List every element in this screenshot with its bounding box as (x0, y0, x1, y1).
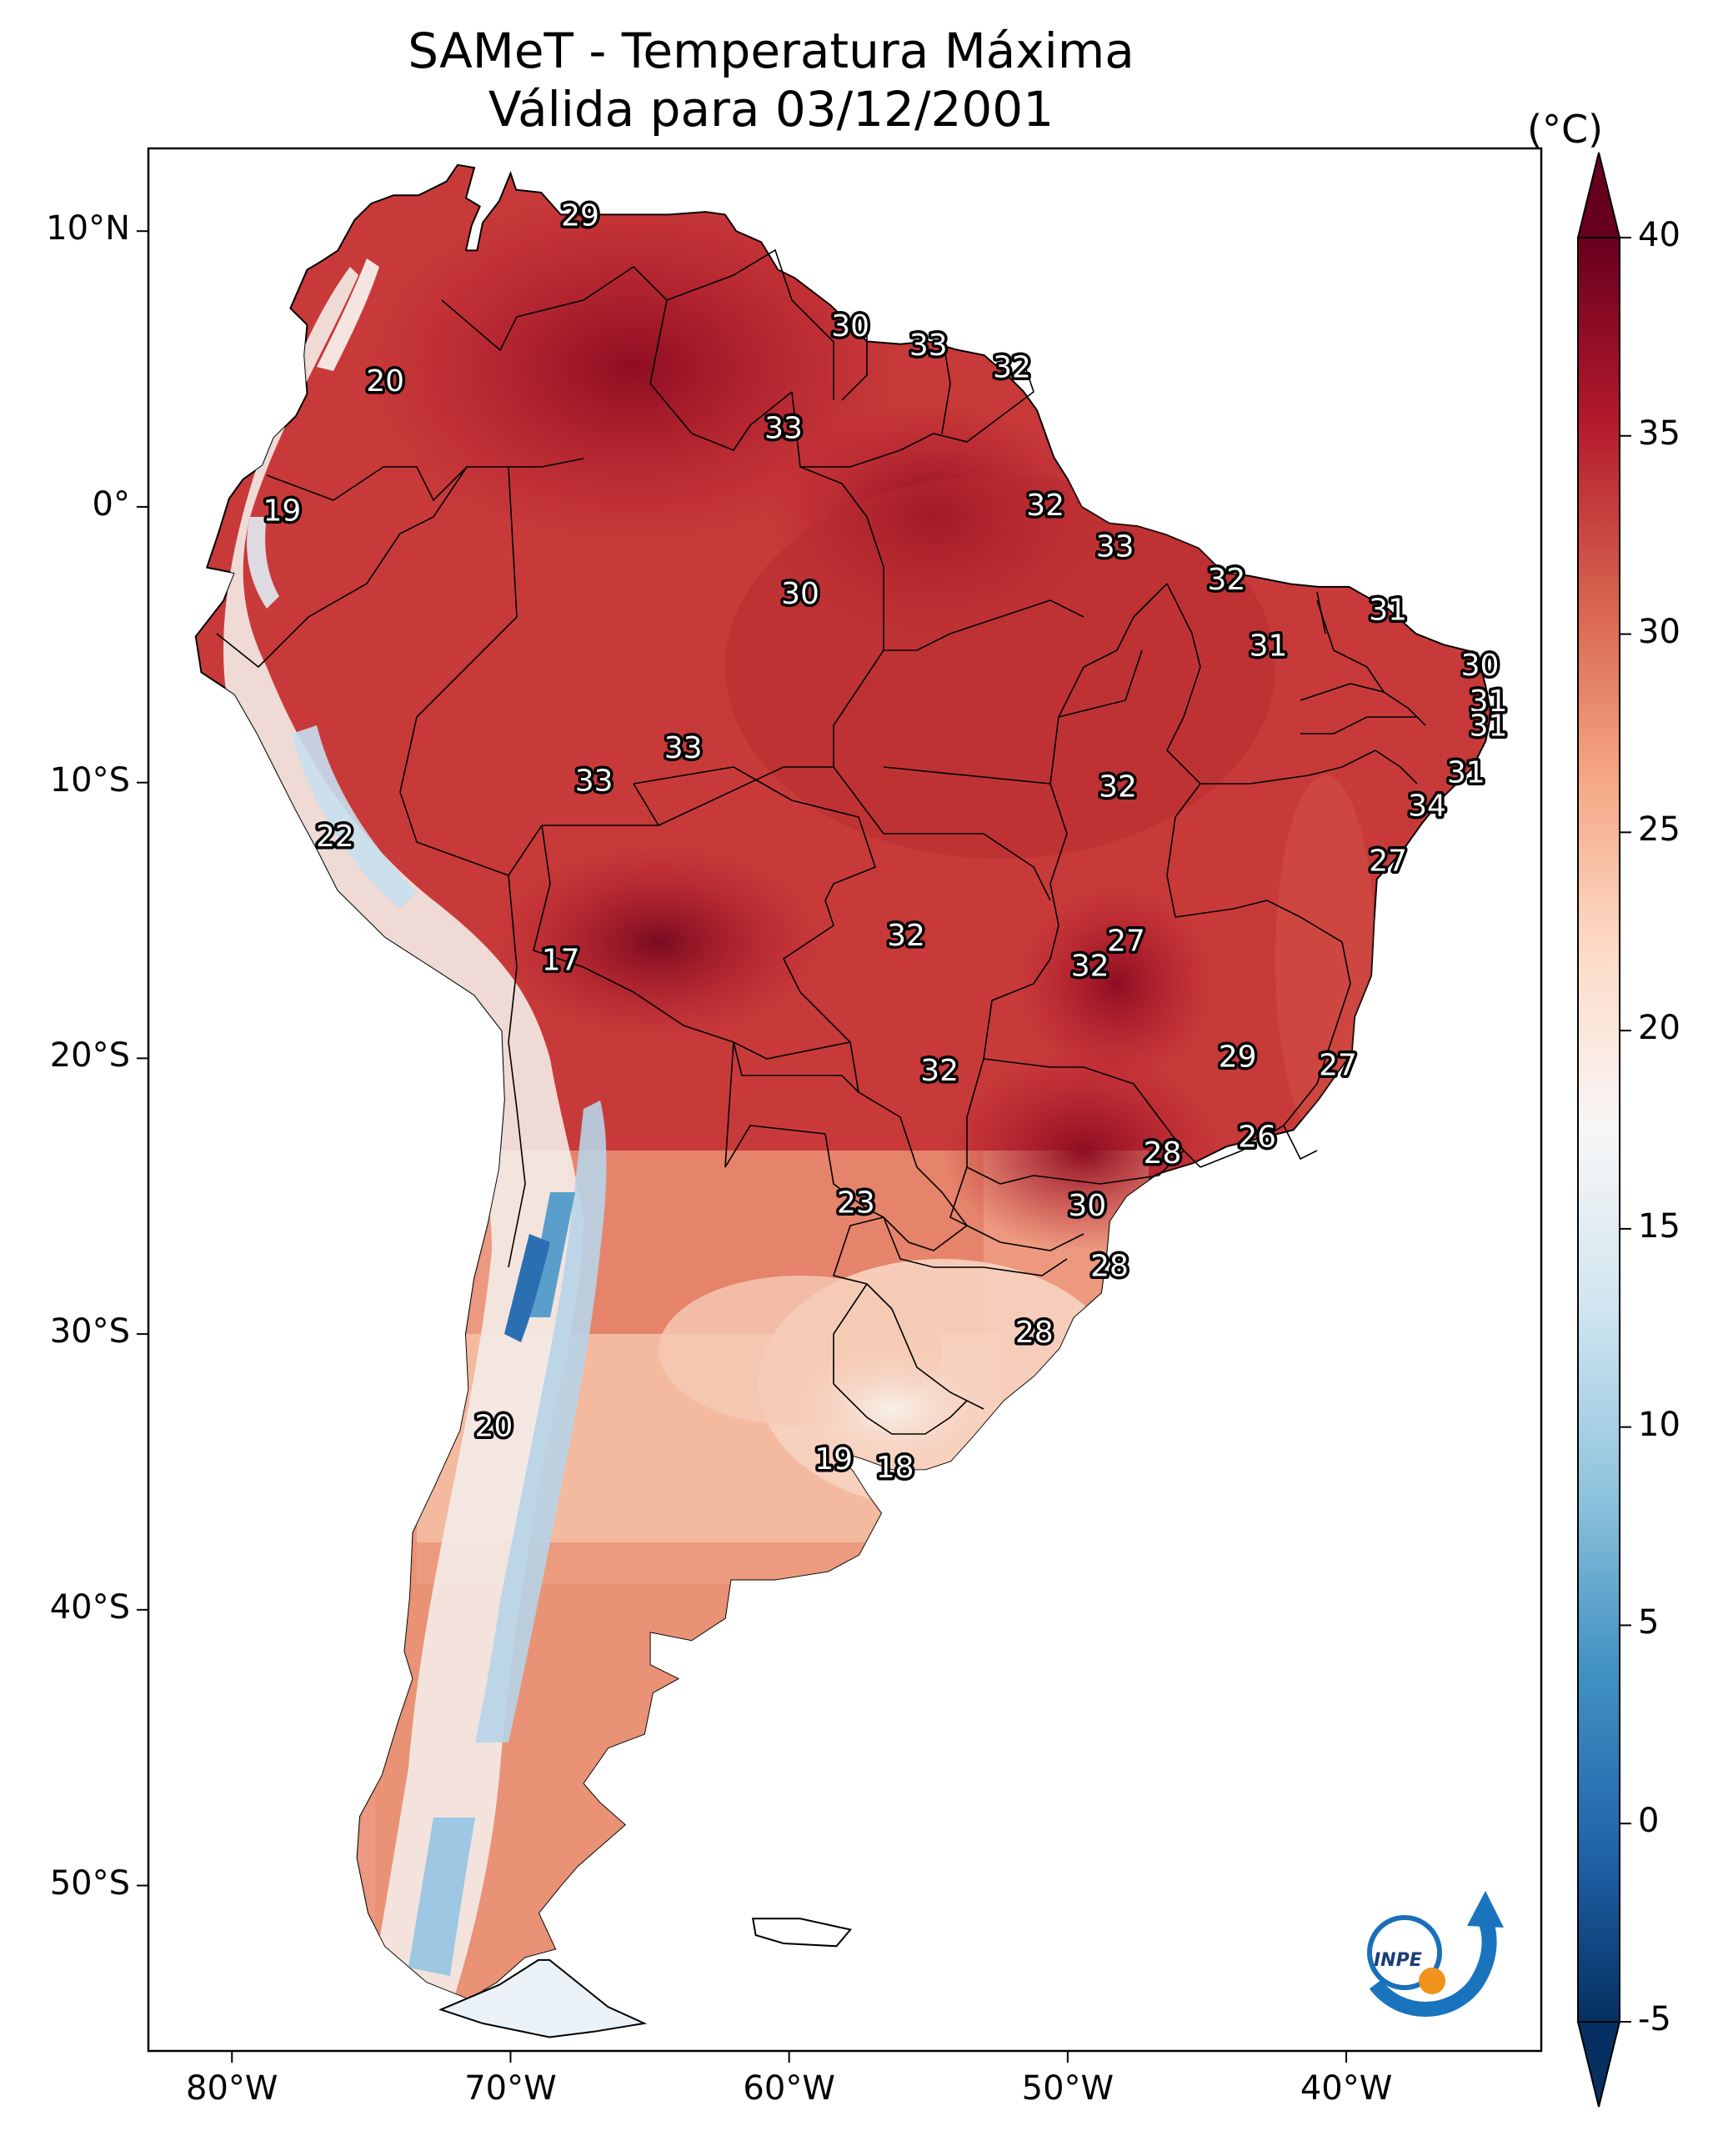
station-label: 30 (1461, 649, 1500, 683)
colorbar-unit: (°C) (1527, 107, 1604, 152)
station-label: 31 (1470, 709, 1508, 744)
falkland-islands (752, 1918, 853, 1948)
colorbar-tick-label: 25 (1638, 810, 1680, 850)
map-subtitle: Válida para 03/12/2001 (488, 81, 1054, 138)
station-label: 34 (1408, 789, 1446, 823)
station-label: 31 (1369, 594, 1407, 628)
lat-tick-label: 50°S (49, 1863, 130, 1903)
station-label: 20 (366, 364, 404, 399)
station-label: 30 (1068, 1189, 1106, 1223)
colorbar-tick-label: 15 (1638, 1206, 1680, 1246)
station-label: 30 (781, 577, 819, 611)
station-label: 33 (1096, 530, 1134, 564)
station-label: 20 (474, 1410, 513, 1444)
station-label: 33 (575, 765, 614, 799)
station-label: 27 (1319, 1048, 1357, 1082)
lat-tick-label: 30°S (49, 1312, 130, 1351)
country-state-borders (216, 248, 1426, 1435)
colorbar-tick-label: -5 (1638, 2000, 1671, 2038)
station-label: 31 (1250, 629, 1288, 664)
station-label: 29 (561, 199, 599, 233)
station-label: 28 (1015, 1316, 1054, 1350)
colorbar-tick-label: 20 (1638, 1009, 1680, 1048)
lat-tick-label: 0° (92, 484, 130, 524)
colorbar-tick-label: 5 (1638, 1603, 1660, 1642)
station-label: 22 (316, 820, 354, 854)
tierra-del-fuego (438, 1958, 648, 2038)
lon-tick-label: 60°W (743, 2069, 835, 2108)
station-label: 17 (542, 944, 580, 978)
station-label: 19 (814, 1442, 853, 1477)
colorbar-tick-label: 30 (1638, 612, 1680, 651)
station-label: 29 (1219, 1040, 1257, 1074)
station-label: 33 (664, 731, 703, 765)
station-label: 27 (1107, 925, 1145, 959)
colorbar-tick-label: 40 (1638, 216, 1680, 254)
station-label: 27 (1369, 845, 1407, 879)
lat-tick-label: 10°S (49, 760, 130, 800)
station-label: 32 (1071, 949, 1109, 983)
station-label: 32 (1026, 489, 1064, 523)
station-label: 32 (993, 351, 1031, 385)
colorbar-min-extend (1576, 2021, 1621, 2108)
station-label: 32 (887, 919, 925, 953)
lon-tick-label: 80°W (186, 2069, 278, 2108)
inpe-logo: INPE (1367, 1891, 1504, 2017)
station-label: 32 (920, 1054, 959, 1088)
station-label: 19 (263, 494, 301, 529)
lat-tick-label: 10°N (46, 209, 130, 248)
map-title: SAMeT - Temperatura Máxima (408, 23, 1134, 79)
lat-tick-label: 40°S (49, 1587, 130, 1627)
station-label: 18 (876, 1451, 914, 1485)
colorbar-max-extend (1576, 152, 1621, 238)
map-frame (147, 147, 1543, 2053)
colorbar-tick-label: 0 (1638, 1802, 1660, 1841)
inpe-logo-text: INPE (1374, 1950, 1422, 1971)
station-label: 28 (1090, 1250, 1129, 1284)
lon-tick-label: 40°W (1300, 2069, 1393, 2108)
lon-tick-label: 70°W (464, 2069, 557, 2108)
colorbar-tick-label: 10 (1638, 1405, 1680, 1444)
colorbar-tick-label: 35 (1638, 414, 1680, 453)
station-label: 30 (831, 309, 869, 343)
station-label: 32 (1099, 770, 1137, 804)
station-label: 33 (764, 411, 803, 445)
station-label: 33 (909, 328, 948, 363)
lon-tick-label: 50°W (1021, 2069, 1114, 2108)
station-label: 28 (1144, 1136, 1182, 1171)
station-label: 31 (1470, 684, 1508, 719)
station-label: 31 (1447, 756, 1485, 790)
lat-tick-label: 20°S (49, 1036, 130, 1075)
station-label: 32 (1207, 563, 1245, 597)
colorbar (1576, 152, 1631, 2108)
station-label: 23 (837, 1186, 875, 1221)
station-label: 26 (1238, 1120, 1276, 1154)
